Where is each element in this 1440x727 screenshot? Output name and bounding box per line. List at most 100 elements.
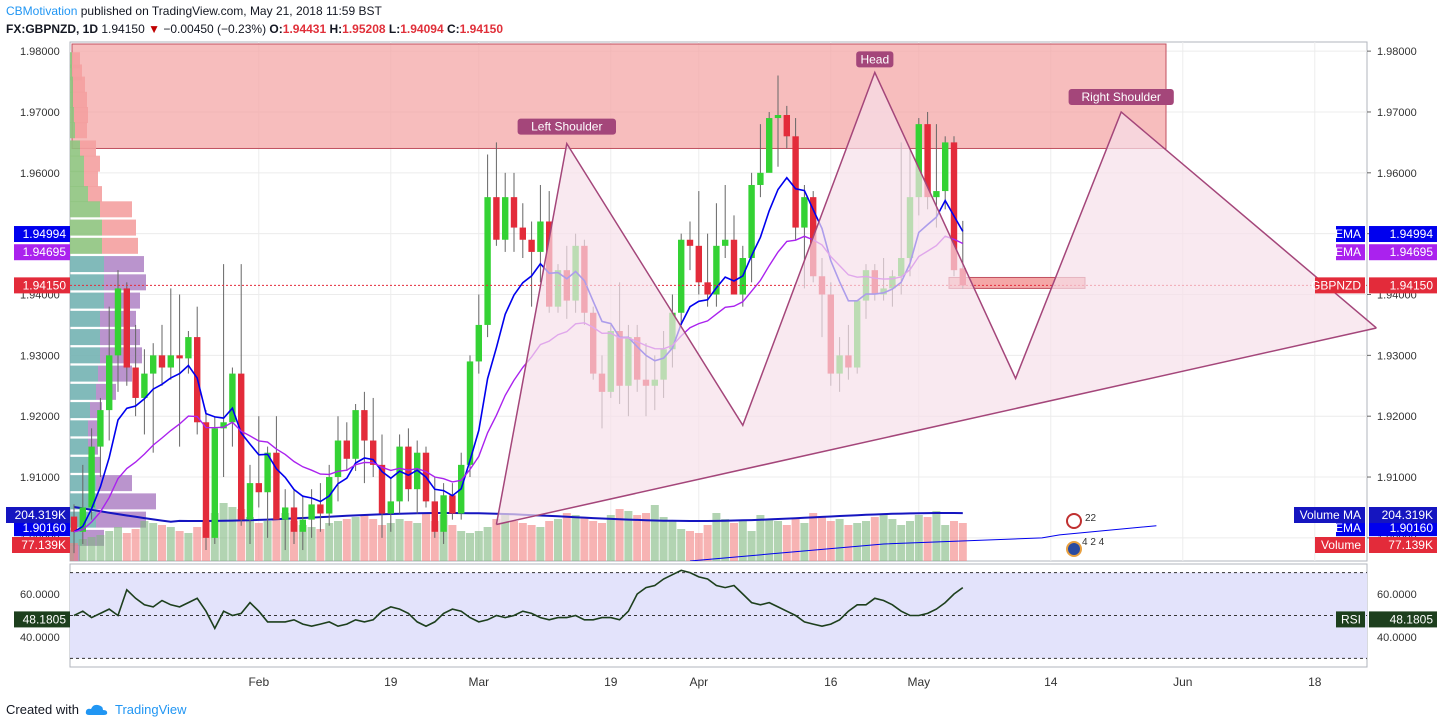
profile-down-bar <box>90 456 100 473</box>
author-link[interactable]: CBMotivation <box>6 4 78 18</box>
volume-bar <box>721 519 730 561</box>
symbol-label[interactable]: FX:GBPNZD, 1D <box>6 22 99 36</box>
value-badges: 1.949941.946951.941501.90160204.319K77.1… <box>6 226 1437 628</box>
y-tick-label-right: 1.96000 <box>1377 168 1417 180</box>
volume-bar <box>342 519 351 561</box>
volume-bar <box>193 527 202 561</box>
profile-down-bar <box>96 493 156 510</box>
rsi-tick-label-left: 60.0000 <box>20 589 60 601</box>
profile-up-bar <box>70 420 88 437</box>
x-tick-label: Apr <box>689 675 708 689</box>
volume-bar <box>166 527 175 561</box>
candle-up <box>97 410 104 447</box>
candle-up <box>748 184 755 258</box>
ema-long-badge-name-bg <box>1336 520 1365 537</box>
profile-up-bar <box>70 186 88 203</box>
volume-bar <box>932 511 941 561</box>
volume-bar <box>184 533 193 561</box>
left-price-badge-bg <box>14 277 70 294</box>
volume-bar <box>527 525 536 561</box>
volume-bar <box>633 515 642 561</box>
volume-bar <box>228 507 237 561</box>
tradingview-link[interactable]: TradingView <box>114 702 187 717</box>
candle-down <box>704 282 711 295</box>
volume-bar <box>624 511 633 561</box>
candle-up <box>229 373 236 423</box>
y-tick-label-right: 1.97000 <box>1377 107 1417 119</box>
volume-bar <box>589 521 598 561</box>
profile-down-bar <box>104 292 140 309</box>
candle-down <box>370 440 377 465</box>
neckline <box>496 327 1377 526</box>
x-tick-label: 18 <box>1308 675 1322 689</box>
volume-bar <box>686 531 694 561</box>
candle-down <box>792 136 799 228</box>
y-tick-label-left: 1.96000 <box>20 168 60 180</box>
ema-fast-badge-name-bg <box>1336 226 1365 243</box>
profile-down-bar <box>73 76 85 93</box>
ema-fast-badge-value: 1.94994 <box>1390 227 1434 241</box>
volume-bar <box>545 521 554 561</box>
candle-down <box>730 239 738 295</box>
volume-bar <box>334 521 342 561</box>
rsi-line <box>73 569 964 631</box>
right-shoulder-label-bg <box>1068 88 1174 105</box>
volume-bar <box>659 517 668 561</box>
y-tick-label-right: 1.91000 <box>1377 472 1417 484</box>
profile-up-bar <box>70 140 80 157</box>
left-volume-badge-bg <box>12 537 70 553</box>
profile-up-bar <box>70 122 75 139</box>
pattern-zone-layer <box>71 43 1167 289</box>
volume-bar <box>642 513 650 561</box>
price-badge-name-bg <box>1315 277 1365 294</box>
profile-down-bar <box>102 219 136 236</box>
price-badge-value-bg <box>1369 277 1437 294</box>
profile-up-bar <box>70 310 100 327</box>
volume-bar <box>219 503 228 561</box>
candle-up <box>713 245 720 295</box>
volume-bar <box>914 515 923 561</box>
candle-down <box>255 483 262 493</box>
candle-up <box>264 452 271 493</box>
x-tick-label: 14 <box>1044 675 1058 689</box>
volume-bar <box>650 505 659 561</box>
volume-bar <box>668 521 677 561</box>
volume-bar <box>122 533 131 561</box>
volume-bar <box>483 527 492 561</box>
publish-line: CBMotivation published on TradingView.co… <box>6 4 382 18</box>
volume-bar <box>756 515 765 561</box>
ema-long-badge-name: EMA <box>1335 521 1361 535</box>
left-ema-fast-badge: 1.94994 <box>23 227 67 241</box>
volume-bar <box>492 519 501 561</box>
volume-bar <box>826 521 835 561</box>
ema-fast-badge-value-bg <box>1369 226 1437 243</box>
volume-badge-name: Volume <box>1321 538 1361 552</box>
volume-bar <box>818 517 826 561</box>
volume-bar <box>844 525 853 561</box>
rsi-badge-name: RSI <box>1341 612 1361 626</box>
candle-down <box>405 446 412 490</box>
volume-bar <box>571 515 580 561</box>
candle-up <box>79 507 86 532</box>
volume-bar <box>862 521 870 561</box>
candle-up <box>502 197 509 240</box>
high-label: H: <box>329 22 343 36</box>
profile-up-bar <box>70 52 72 69</box>
volume-bar <box>158 525 166 561</box>
left-volume-badge: 77.139K <box>21 538 66 552</box>
volume-ma-badge-name: Volume MA <box>1300 508 1361 522</box>
candle-up <box>933 191 940 198</box>
candle-down <box>361 410 368 441</box>
profile-up-bar <box>70 91 73 108</box>
volume-bar <box>351 517 360 561</box>
volume-bar <box>78 539 87 561</box>
candle-up <box>150 355 157 374</box>
x-tick-label: Mar <box>468 675 489 689</box>
volume-bar <box>800 523 809 561</box>
volume-bar <box>703 525 712 561</box>
tradingview-cloud-icon <box>85 704 108 715</box>
profile-down-bar <box>104 256 144 273</box>
low-label: L: <box>388 22 401 36</box>
ema-long-line <box>689 525 1157 561</box>
